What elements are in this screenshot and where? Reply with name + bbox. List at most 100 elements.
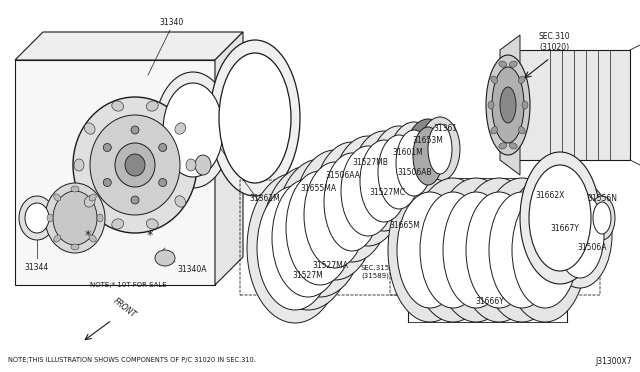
Ellipse shape [159, 179, 166, 186]
Ellipse shape [420, 117, 460, 181]
Ellipse shape [286, 171, 354, 285]
Ellipse shape [54, 194, 61, 201]
Ellipse shape [443, 192, 509, 308]
Ellipse shape [210, 40, 300, 196]
Text: 31665M: 31665M [390, 221, 420, 230]
Text: 31527M: 31527M [292, 270, 323, 279]
Ellipse shape [186, 159, 196, 171]
Ellipse shape [47, 214, 53, 222]
Ellipse shape [499, 143, 507, 149]
Text: J31300X7: J31300X7 [595, 357, 632, 366]
Text: 31653M: 31653M [413, 135, 444, 144]
Ellipse shape [509, 61, 517, 67]
Polygon shape [500, 50, 630, 160]
Ellipse shape [352, 131, 416, 231]
Ellipse shape [500, 87, 516, 123]
Polygon shape [500, 35, 520, 175]
Ellipse shape [131, 196, 139, 204]
Ellipse shape [84, 196, 95, 207]
Text: *: * [147, 228, 153, 241]
Ellipse shape [53, 191, 97, 245]
Text: 31662X: 31662X [535, 190, 564, 199]
Ellipse shape [294, 150, 376, 280]
Ellipse shape [388, 122, 440, 204]
Text: SEC.310
(31020): SEC.310 (31020) [538, 32, 570, 52]
Ellipse shape [413, 127, 443, 185]
Ellipse shape [492, 67, 524, 143]
Ellipse shape [360, 140, 408, 222]
Ellipse shape [131, 126, 139, 134]
Ellipse shape [272, 179, 344, 297]
Ellipse shape [45, 183, 105, 253]
Ellipse shape [147, 219, 158, 229]
Ellipse shape [103, 179, 111, 186]
Ellipse shape [112, 219, 124, 229]
Ellipse shape [378, 135, 420, 209]
Ellipse shape [147, 101, 158, 111]
Ellipse shape [54, 235, 61, 242]
Ellipse shape [73, 97, 197, 233]
Ellipse shape [488, 101, 494, 109]
Ellipse shape [518, 126, 525, 134]
Ellipse shape [593, 202, 611, 234]
Ellipse shape [304, 162, 366, 268]
Ellipse shape [370, 126, 428, 218]
Ellipse shape [388, 178, 472, 322]
Ellipse shape [548, 182, 612, 288]
Ellipse shape [84, 123, 95, 134]
Ellipse shape [480, 178, 564, 322]
Ellipse shape [89, 194, 96, 201]
Ellipse shape [97, 214, 103, 222]
Ellipse shape [175, 196, 186, 207]
Ellipse shape [262, 166, 354, 310]
Ellipse shape [434, 178, 518, 322]
Ellipse shape [556, 192, 604, 278]
Ellipse shape [491, 76, 498, 83]
Text: 31362M: 31362M [250, 193, 280, 202]
Ellipse shape [247, 173, 343, 323]
Ellipse shape [491, 126, 498, 134]
Ellipse shape [90, 115, 180, 215]
Text: NOTE;* 10T FOR SALE: NOTE;* 10T FOR SALE [90, 282, 166, 288]
Ellipse shape [71, 186, 79, 192]
Text: 31506AA: 31506AA [326, 170, 360, 180]
Ellipse shape [74, 159, 84, 171]
Ellipse shape [405, 119, 451, 193]
Text: 31667Y: 31667Y [550, 224, 579, 232]
Text: 31527MA: 31527MA [312, 260, 348, 269]
Text: 31666Y: 31666Y [476, 298, 504, 307]
Text: SEC.315
(31589): SEC.315 (31589) [360, 265, 390, 279]
Text: 31344: 31344 [25, 263, 49, 273]
Ellipse shape [125, 154, 145, 176]
Ellipse shape [520, 152, 600, 284]
Ellipse shape [589, 196, 615, 240]
Ellipse shape [19, 196, 55, 240]
Ellipse shape [324, 153, 380, 251]
Ellipse shape [89, 235, 96, 242]
Ellipse shape [155, 72, 231, 188]
Ellipse shape [499, 61, 507, 67]
Ellipse shape [411, 178, 495, 322]
Ellipse shape [276, 159, 364, 297]
Ellipse shape [115, 143, 155, 187]
Text: *: * [85, 228, 91, 241]
Ellipse shape [163, 83, 223, 177]
Ellipse shape [314, 142, 390, 262]
Text: 31556N: 31556N [587, 193, 617, 202]
Text: FRONT: FRONT [112, 296, 138, 320]
Ellipse shape [103, 144, 111, 151]
Text: NOTE;THIS ILLUSTRATION SHOWS COMPONENTS OF P/C 31020 IN SEC.310.: NOTE;THIS ILLUSTRATION SHOWS COMPONENTS … [8, 357, 256, 363]
Ellipse shape [219, 53, 291, 183]
Ellipse shape [420, 192, 486, 308]
Ellipse shape [341, 146, 395, 236]
Ellipse shape [159, 144, 166, 151]
Text: 31340: 31340 [160, 17, 184, 26]
Text: 31527MB: 31527MB [352, 157, 388, 167]
Ellipse shape [397, 192, 463, 308]
Polygon shape [15, 32, 243, 60]
Ellipse shape [396, 130, 432, 196]
Text: 31361: 31361 [433, 124, 457, 132]
Text: 31601M: 31601M [392, 148, 424, 157]
Ellipse shape [529, 165, 591, 271]
Ellipse shape [428, 124, 452, 174]
